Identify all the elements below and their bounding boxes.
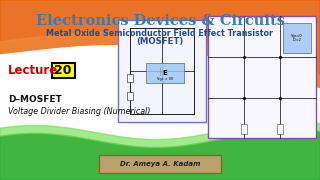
Bar [146, 63, 184, 83]
Text: Vgs = 0V: Vgs = 0V [157, 77, 173, 81]
Text: (MOSFET): (MOSFET) [136, 37, 184, 46]
FancyBboxPatch shape [52, 62, 75, 78]
Text: Vgs=0
ID=2: Vgs=0 ID=2 [291, 34, 303, 42]
Bar [277, 124, 283, 134]
Bar [283, 23, 311, 53]
Text: Voltage Divider Biasing (Numerical): Voltage Divider Biasing (Numerical) [8, 107, 150, 116]
Text: Lecture: Lecture [8, 64, 58, 76]
Text: 20: 20 [54, 64, 72, 76]
Polygon shape [0, 129, 320, 180]
Bar [241, 124, 247, 134]
Text: Electronics Devices & Circuits: Electronics Devices & Circuits [36, 14, 284, 28]
FancyBboxPatch shape [99, 155, 221, 173]
Bar [127, 74, 133, 82]
Bar [208, 16, 316, 138]
Polygon shape [0, 32, 320, 87]
Polygon shape [0, 0, 320, 87]
Bar [127, 92, 133, 100]
Bar [118, 20, 206, 122]
Text: Metal Oxide Semiconductor Field Effect Transistor: Metal Oxide Semiconductor Field Effect T… [46, 29, 274, 38]
Text: D–MOSFET: D–MOSFET [8, 96, 62, 105]
Text: E: E [163, 70, 167, 76]
Polygon shape [0, 122, 320, 148]
Text: Dr. Ameya A. Kadam: Dr. Ameya A. Kadam [120, 161, 200, 167]
